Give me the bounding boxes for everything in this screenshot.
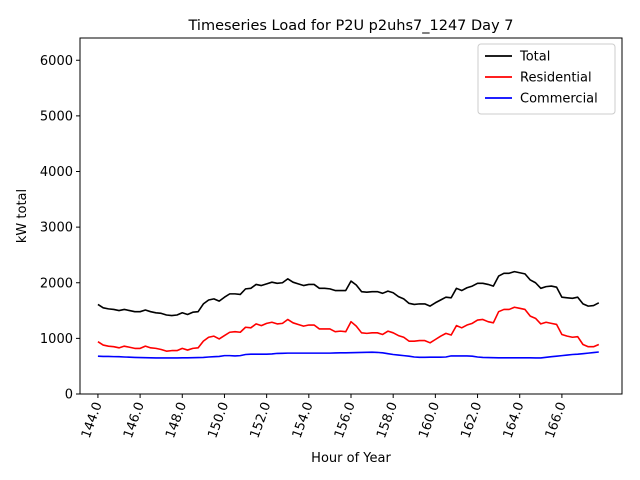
x-tick-label: 162.0: [458, 400, 485, 440]
x-tick-label: 150.0: [205, 400, 232, 440]
x-tick-label: 144.0: [79, 400, 106, 440]
series-lines: [97, 270, 600, 359]
x-tick-label: 156.0: [332, 400, 359, 440]
x-tick-label: 166.0: [543, 400, 570, 440]
series-line-commercial: [97, 351, 599, 359]
y-tick-label: 6000: [40, 54, 73, 69]
plot-frame: [79, 37, 623, 395]
x-tick-label: 160.0: [416, 400, 443, 440]
chart-title: Timeseries Load for P2U p2uhs7_1247 Day …: [188, 18, 514, 34]
y-tick-label: 3000: [40, 221, 73, 236]
legend-label: Residential: [520, 71, 592, 86]
legend: Total Residential Commercial: [477, 43, 616, 115]
y-tick-label: 0: [65, 388, 73, 403]
y-axis-title: kW total: [15, 189, 30, 243]
y-tick-label: 2000: [40, 276, 73, 291]
y-tick-label: 5000: [40, 109, 73, 124]
x-tick-label: 152.0: [248, 400, 275, 440]
x-tick-label: 154.0: [290, 400, 317, 440]
series-line-total: [97, 270, 600, 317]
legend-label: Total: [519, 50, 550, 65]
x-tick-label: 158.0: [374, 400, 401, 440]
legend-label: Commercial: [520, 92, 598, 107]
x-axis-title: Hour of Year: [311, 451, 391, 466]
y-tick-label: 4000: [40, 165, 73, 180]
x-tick-label: 148.0: [163, 400, 190, 440]
y-tick-label: 1000: [40, 332, 73, 347]
legend-box: [477, 43, 616, 115]
x-tick-label: 164.0: [501, 400, 528, 440]
series-line-residential: [97, 306, 600, 352]
x-tick-label: 146.0: [121, 400, 148, 440]
